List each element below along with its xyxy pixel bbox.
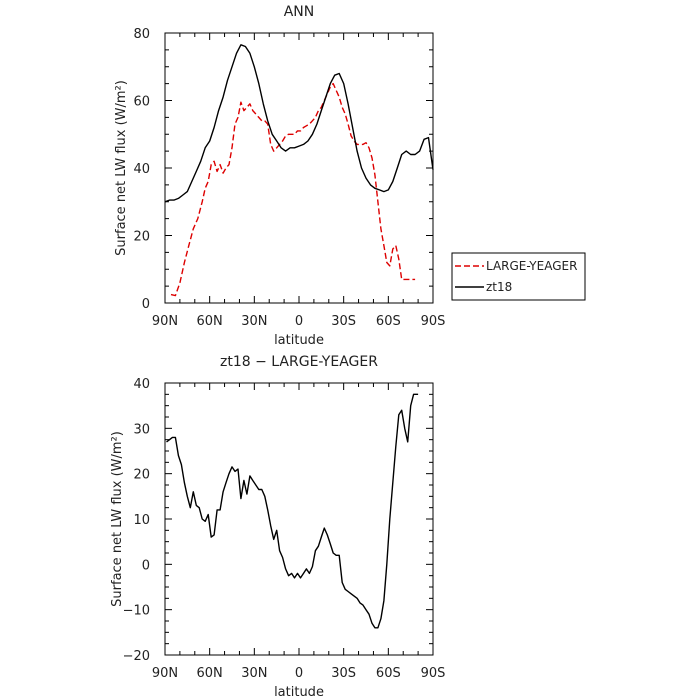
top-chart: ANN 90N 60N 30N 0 30S 60S 90S 0 20 40 60 80 latitude S… [114,4,445,348]
x-tick-label: 30N [241,314,267,329]
y-tick-label: 60 [133,95,150,110]
y-tick-label: 20 [133,230,150,245]
y-tick-label: −10 [123,604,150,619]
y-tick-label: 0 [142,558,150,573]
y-tick-label: 40 [133,377,150,392]
y-tick-label: 20 [133,468,150,483]
x-axis-label: latitude [274,685,324,700]
legend: LARGE-YEAGER zt18 [451,252,586,301]
y-tick-label: 0 [142,297,150,312]
plot-frame [164,32,434,304]
x-tick-label: 60S [376,314,401,329]
y-tick-label: −20 [123,649,150,664]
series-line-large-yeager [170,82,416,297]
x-tick-label: 30N [241,666,267,681]
chart-title: ANN [284,4,315,20]
series-line-difference [166,393,419,629]
x-tick-label: 60S [376,666,401,681]
x-tick-label: 0 [295,666,303,681]
y-tick-label: 10 [133,513,150,528]
x-tick-label: 60N [197,666,223,681]
y-tick-label: 30 [133,422,150,437]
x-tick-label: 90S [421,314,446,329]
x-tick-label: 60N [197,314,223,329]
x-axis-label: latitude [274,333,324,348]
x-tick-label: 90N [152,314,178,329]
x-tick-label: 90S [421,666,446,681]
legend-label: LARGE-YEAGER [486,259,577,273]
x-tick-label: 30S [331,666,356,681]
y-tick-label: 80 [133,27,150,42]
x-tick-label: 30S [331,314,356,329]
legend-label: zt18 [486,280,512,294]
y-axis-label: Surface net LW flux (W/m²) [110,431,125,607]
x-tick-label: 0 [295,314,303,329]
x-tick-label: 90N [152,666,178,681]
legend-box [451,252,586,301]
plot-frame [164,382,434,656]
chart-title: zt18 − LARGE-YEAGER [220,354,378,370]
bottom-chart: zt18 − LARGE-YEAGER 90N 60N 30N 0 30S 60S 90S −2… [110,354,445,700]
series-line-zt18 [164,44,434,203]
y-axis-label: Surface net LW flux (W/m²) [114,80,129,256]
y-tick-label: 40 [133,162,150,177]
